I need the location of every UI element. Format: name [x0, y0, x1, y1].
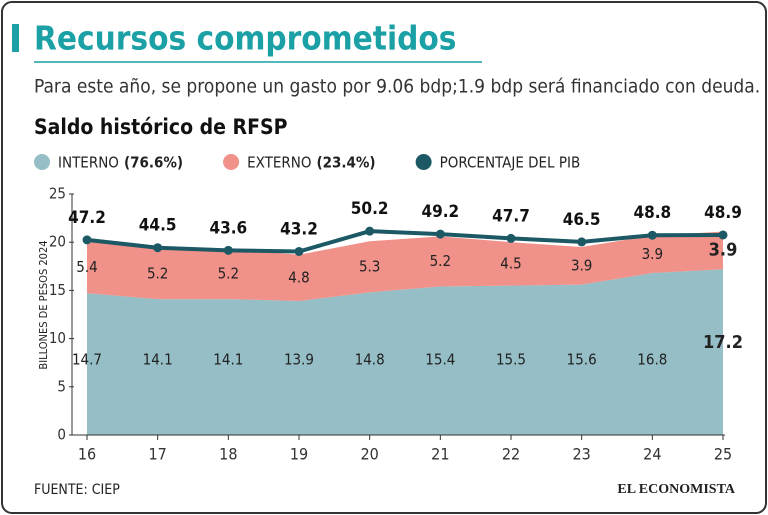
- legend-item: EXTERNO (23.4%): [223, 154, 376, 172]
- legend-item: INTERNO (76.6%): [34, 154, 183, 172]
- value-label: 13.9: [284, 351, 314, 369]
- x-tick-label: 23: [573, 445, 591, 464]
- chart-title: Saldo histórico de RFSP: [34, 115, 288, 139]
- value-label: 5.4: [76, 258, 97, 276]
- value-label: 48.9: [704, 203, 742, 223]
- value-label: 3.9: [642, 245, 663, 263]
- x-tick-label: 22: [502, 445, 520, 464]
- y-tick-label: 0: [57, 426, 66, 444]
- legend-swatch: [223, 154, 240, 170]
- y-tick-label: 10: [49, 329, 66, 347]
- y-tick-label: 5: [57, 377, 66, 395]
- value-label: 4.8: [288, 268, 309, 286]
- value-label: 48.8: [633, 203, 671, 223]
- line-point: [365, 226, 375, 236]
- area: [87, 269, 723, 435]
- value-label: 15.6: [567, 351, 597, 369]
- line-point: [718, 230, 728, 240]
- line-point: [647, 230, 657, 240]
- value-label: 14.1: [213, 351, 243, 369]
- line-point: [223, 245, 233, 255]
- legend-item: PORCENTAJE DEL PIB: [415, 154, 581, 172]
- line-point: [577, 237, 587, 247]
- value-label: 14.7: [72, 351, 102, 369]
- value-label: 16.8: [637, 351, 667, 369]
- x-tick-label: 25: [714, 445, 732, 464]
- x-tick-label: 20: [361, 445, 379, 464]
- value-label: 14.8: [355, 351, 385, 369]
- title-accent: [12, 24, 19, 52]
- logo: EL ECONOMISTA: [617, 482, 735, 497]
- line-point: [506, 233, 516, 243]
- value-label: 5.3: [359, 257, 380, 275]
- legend-label: EXTERNO: [247, 154, 311, 172]
- value-label: 4.5: [500, 254, 521, 272]
- legend: INTERNO (76.6%) EXTERNO (23.4%) PORCENTAJE D…: [34, 154, 580, 172]
- legend-swatch: [415, 154, 432, 170]
- value-label: 5.2: [218, 265, 239, 283]
- value-label: 5.2: [430, 252, 451, 270]
- legend-label: PORCENTAJE DEL PIB: [440, 154, 581, 172]
- title: Recursos comprometidos: [34, 19, 456, 58]
- x-tick-label: 24: [643, 445, 661, 464]
- value-label: 46.5: [563, 210, 601, 230]
- x-tick-label: 18: [219, 445, 237, 464]
- line-point: [294, 246, 304, 256]
- value-label: 44.5: [139, 216, 177, 236]
- y-tick-label: 15: [49, 281, 66, 299]
- line-point: [82, 235, 92, 245]
- value-label: 50.2: [351, 199, 389, 219]
- area: [87, 231, 723, 302]
- legend-label: INTERNO: [58, 154, 119, 172]
- subtitle: Para este año, se propone un gasto por 9…: [34, 76, 760, 98]
- x-tick-label: 19: [290, 445, 308, 464]
- value-label: 14.1: [143, 351, 173, 369]
- value-label: 3.9: [709, 239, 738, 260]
- value-label: 49.2: [421, 202, 459, 222]
- value-label: 15.4: [425, 351, 455, 369]
- value-label: 47.2: [68, 208, 106, 228]
- x-tick-label: 16: [78, 445, 96, 464]
- y-axis-label: BILLONES DE PESOS 2024: [37, 240, 50, 369]
- value-label: 17.2: [703, 332, 743, 353]
- legend-share: (23.4%): [316, 154, 375, 172]
- y-tick-label: 25: [49, 185, 66, 203]
- legend-swatch: [34, 154, 50, 170]
- value-label: 5.2: [147, 265, 168, 283]
- x-tick-label: 17: [149, 445, 167, 464]
- value-label: 43.6: [209, 218, 247, 238]
- value-label: 43.2: [280, 219, 318, 239]
- line-point: [435, 229, 445, 239]
- legend-share: (76.6%): [124, 154, 183, 172]
- value-label: 15.5: [496, 351, 526, 369]
- plot: 0 5 10 15 20 25 14.7 14.1 14.1 13.9 14.8 15.4 15.5 15…: [49, 185, 743, 464]
- line-point: [153, 243, 163, 253]
- y-tick-label: 20: [49, 233, 66, 251]
- value-label: 47.7: [492, 206, 530, 226]
- x-tick-label: 21: [431, 445, 449, 464]
- source: FUENTE: CIEP: [34, 482, 120, 498]
- line: [86, 229, 724, 254]
- value-label: 3.9: [571, 256, 592, 274]
